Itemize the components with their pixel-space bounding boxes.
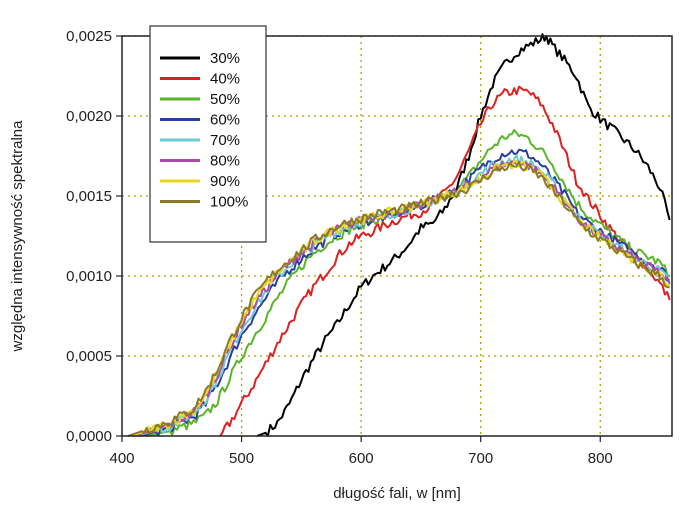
legend-label: 40% [210, 71, 240, 88]
legend-label: 70% [210, 132, 240, 149]
axis-ticks: 400 500 600 700 800 0,0000 0,0005 0,0010 0,0015 0… [66, 28, 613, 467]
y-tick-label: 0,0020 [66, 108, 112, 125]
series-line-100pct [127, 160, 670, 437]
y-axis-title: względna intensywność spektralna [9, 120, 26, 353]
legend-label: 90% [210, 173, 240, 190]
legend-label: 100% [210, 194, 248, 211]
x-tick-label: 500 [229, 450, 254, 467]
y-tick-label: 0,0005 [66, 348, 112, 365]
x-tick-label: 700 [468, 450, 493, 467]
y-tick-label: 0,0015 [66, 188, 112, 205]
series-line-40pct [219, 85, 671, 437]
x-tick-label: 600 [349, 450, 374, 467]
series-line-60pct [139, 148, 671, 437]
legend-label: 80% [210, 153, 240, 170]
legend-label: 30% [210, 50, 240, 67]
series-lines [127, 33, 671, 437]
y-tick-label: 0,0000 [66, 428, 112, 445]
y-tick-label: 0,0010 [66, 268, 112, 285]
legend-box [149, 25, 267, 243]
x-axis-title: długość fali, w [nm] [333, 485, 461, 502]
plot-frame [121, 35, 673, 437]
legend-label: 50% [210, 91, 240, 108]
series-line-30pct [256, 33, 671, 437]
y-tick-label: 0,0025 [66, 28, 112, 45]
x-tick-label: 800 [588, 450, 613, 467]
legend-label: 60% [210, 112, 240, 129]
x-tick-label: 400 [109, 450, 134, 467]
legend: 30% 40% 50% 60% 70% 80% 90% 100% [149, 25, 267, 243]
